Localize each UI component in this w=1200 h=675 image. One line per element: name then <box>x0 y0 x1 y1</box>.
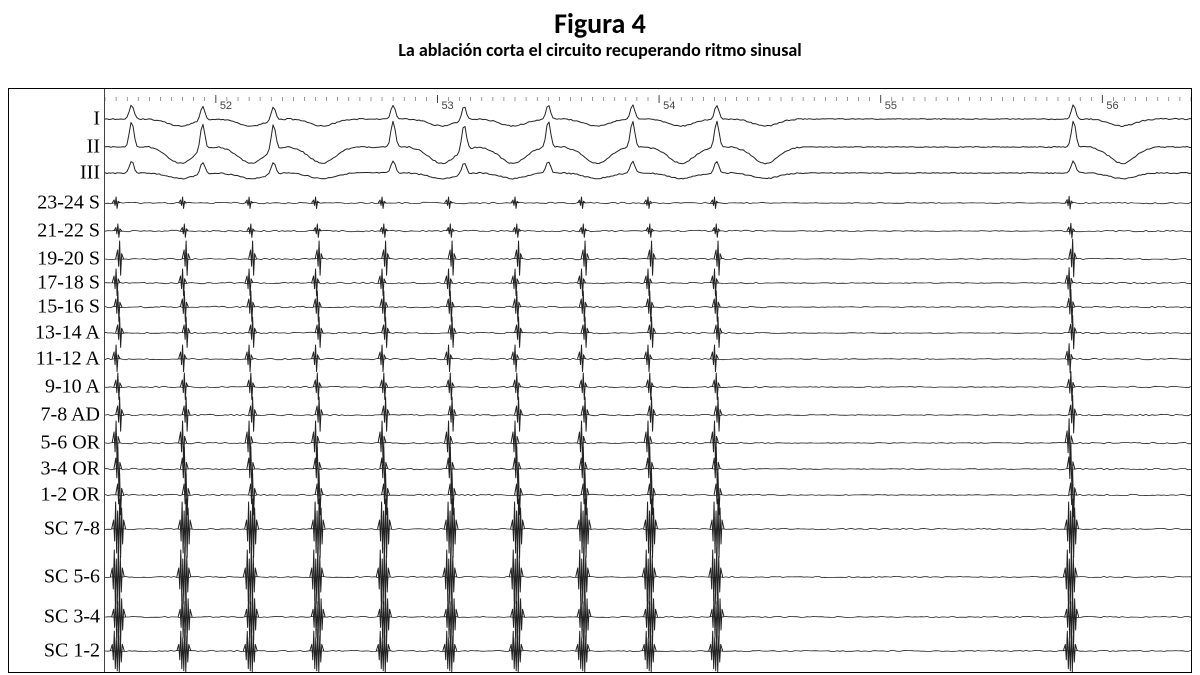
channel-label: I <box>93 108 100 131</box>
channel-label: 5-6 OR <box>41 432 100 455</box>
svg-text:52: 52 <box>220 100 232 112</box>
channel-label: 19-20 S <box>37 248 100 271</box>
channel-label: III <box>80 162 100 185</box>
figure-title: Figura 4 <box>0 6 1200 41</box>
svg-text:56: 56 <box>1106 100 1118 112</box>
channel-label: 11-12 A <box>36 348 100 371</box>
channel-label: 1-2 OR <box>41 484 100 507</box>
channel-label: SC 7-8 <box>44 518 100 541</box>
svg-text:54: 54 <box>663 100 675 112</box>
channel-label: SC 3-4 <box>44 606 100 629</box>
electrogram-traces: 52 53 54 55 56 <box>105 89 1191 672</box>
channel-label: 15-16 S <box>37 296 100 319</box>
channel-label: 9-10 A <box>45 376 100 399</box>
channel-label: SC 1-2 <box>44 640 100 663</box>
channel-label: II <box>87 136 100 159</box>
channel-label: 3-4 OR <box>41 458 100 481</box>
channel-label-gutter: IIIIII23-24 S21-22 S19-20 S17-18 S15-16 … <box>9 89 105 672</box>
electrogram-plot: IIIIII23-24 S21-22 S19-20 S17-18 S15-16 … <box>8 88 1192 673</box>
svg-text:55: 55 <box>885 100 897 112</box>
figure-subtitle: La ablación corta el circuito recuperand… <box>0 39 1200 61</box>
channel-label: 13-14 A <box>35 322 100 345</box>
channel-label: 7-8 AD <box>41 404 100 427</box>
svg-text:53: 53 <box>441 100 453 112</box>
channel-label: 17-18 S <box>37 272 100 295</box>
channel-label: SC 5-6 <box>44 566 100 589</box>
channel-label: 23-24 S <box>37 192 100 215</box>
channel-label: 21-22 S <box>37 220 100 243</box>
